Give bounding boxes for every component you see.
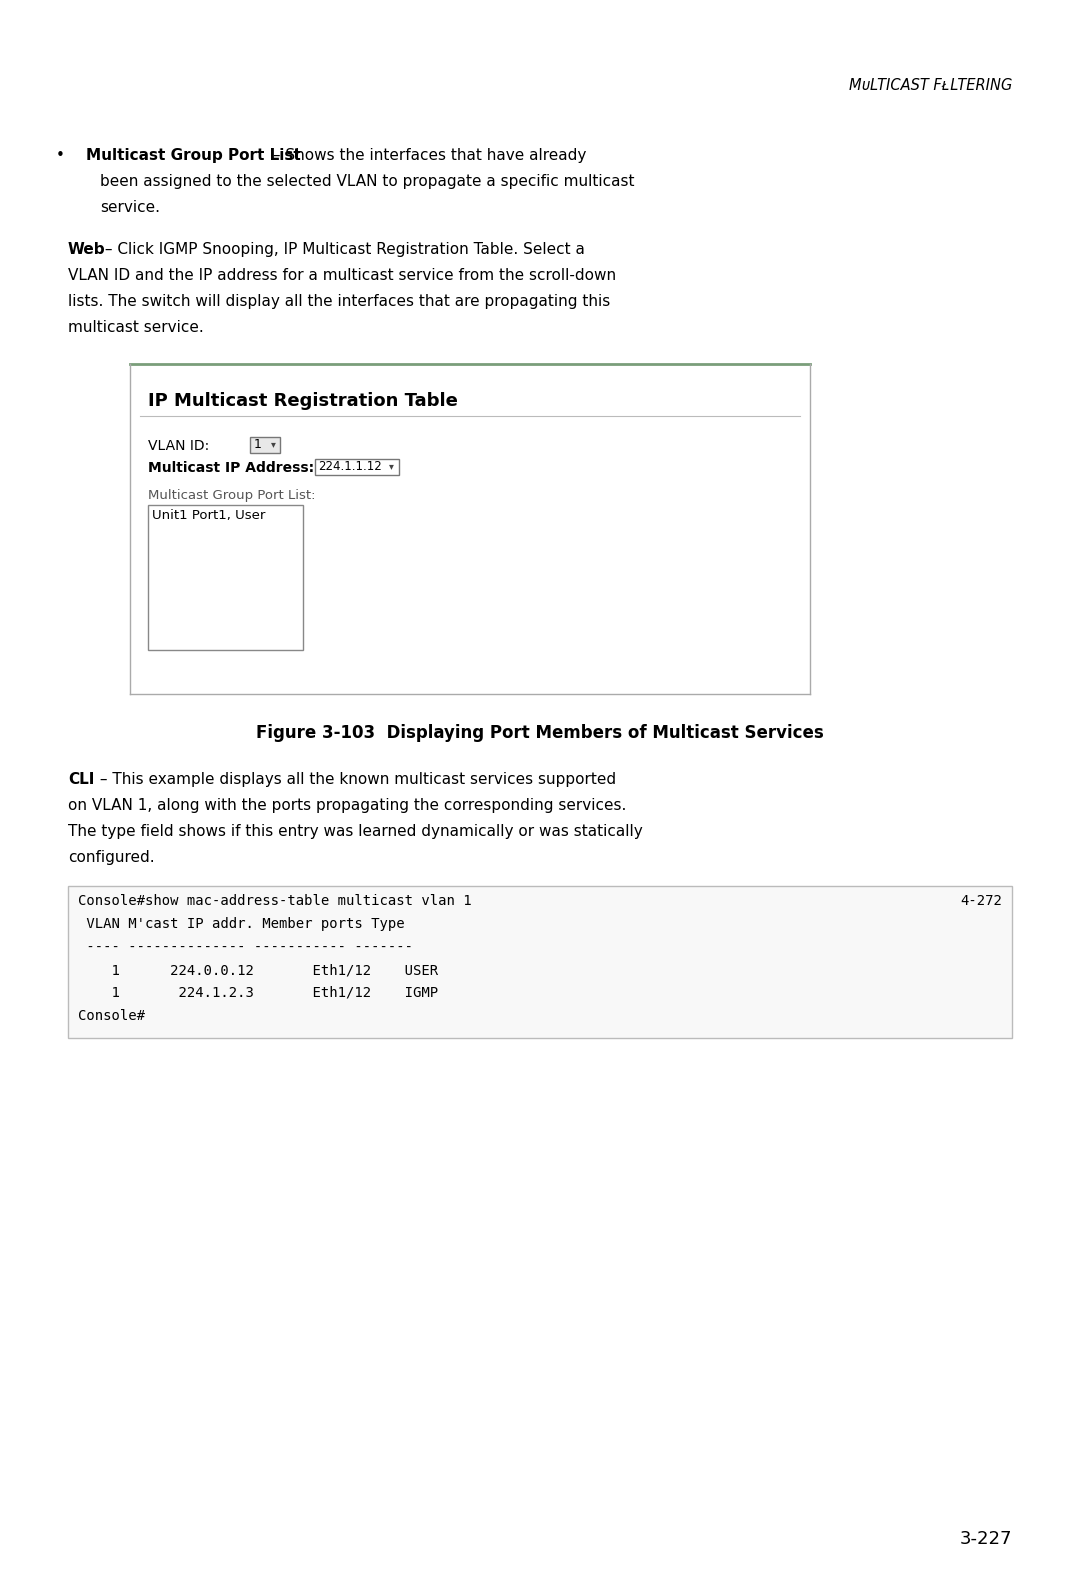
Text: •: • <box>56 148 65 163</box>
Text: been assigned to the selected VLAN to propagate a specific multicast: been assigned to the selected VLAN to pr… <box>100 174 635 188</box>
Text: Web: Web <box>68 242 106 257</box>
Text: – Click IGMP Snooping, IP Multicast Registration Table. Select a: – Click IGMP Snooping, IP Multicast Regi… <box>100 242 585 257</box>
Text: – This example displays all the known multicast services supported: – This example displays all the known mu… <box>95 772 616 787</box>
Bar <box>148 506 303 650</box>
Text: VLAN ID:: VLAN ID: <box>148 440 210 454</box>
Text: 1       224.1.2.3       Eth1/12    IGMP: 1 224.1.2.3 Eth1/12 IGMP <box>78 986 438 1000</box>
Text: 1      224.0.0.12       Eth1/12    USER: 1 224.0.0.12 Eth1/12 USER <box>78 962 438 977</box>
Text: MᴜLTICAST FᴌLTERING: MᴜLTICAST FᴌLTERING <box>849 78 1012 93</box>
Text: Figure 3-103  Displaying Port Members of Multicast Services: Figure 3-103 Displaying Port Members of … <box>256 724 824 743</box>
Text: 224.1.1.12: 224.1.1.12 <box>318 460 381 473</box>
Text: on VLAN 1, along with the ports propagating the corresponding services.: on VLAN 1, along with the ports propagat… <box>68 798 626 813</box>
Text: Multicast IP Address:: Multicast IP Address: <box>148 462 314 476</box>
Text: lists. The switch will display all the interfaces that are propagating this: lists. The switch will display all the i… <box>68 294 610 309</box>
Text: configured.: configured. <box>68 849 154 865</box>
Bar <box>315 458 399 476</box>
Text: service.: service. <box>100 199 160 215</box>
Text: 3-227: 3-227 <box>959 1531 1012 1548</box>
Text: Console#show mac-address-table multicast vlan 1: Console#show mac-address-table multicast… <box>78 893 472 907</box>
Text: CLI: CLI <box>68 772 94 787</box>
Text: Multicast Group Port List:: Multicast Group Port List: <box>148 488 315 502</box>
Text: multicast service.: multicast service. <box>68 320 204 334</box>
Text: Unit1 Port1, User: Unit1 Port1, User <box>152 509 266 521</box>
Text: IP Multicast Registration Table: IP Multicast Registration Table <box>148 392 458 410</box>
Text: – Shows the interfaces that have already: – Shows the interfaces that have already <box>268 148 586 163</box>
Bar <box>131 364 809 694</box>
Text: Multicast Group Port List: Multicast Group Port List <box>86 148 300 163</box>
Text: VLAN M'cast IP addr. Member ports Type: VLAN M'cast IP addr. Member ports Type <box>78 917 405 931</box>
Text: ---- -------------- ----------- -------: ---- -------------- ----------- ------- <box>78 940 413 955</box>
Bar <box>68 885 1012 1038</box>
Text: The type field shows if this entry was learned dynamically or was statically: The type field shows if this entry was l… <box>68 824 643 838</box>
Bar <box>249 436 280 454</box>
Text: VLAN ID and the IP address for a multicast service from the scroll-down: VLAN ID and the IP address for a multica… <box>68 268 616 283</box>
Text: 4-272: 4-272 <box>960 893 1002 907</box>
Text: ▾: ▾ <box>389 462 394 471</box>
Text: Console#: Console# <box>78 1010 145 1024</box>
Text: ▾: ▾ <box>271 440 275 449</box>
Text: 1: 1 <box>254 438 261 451</box>
